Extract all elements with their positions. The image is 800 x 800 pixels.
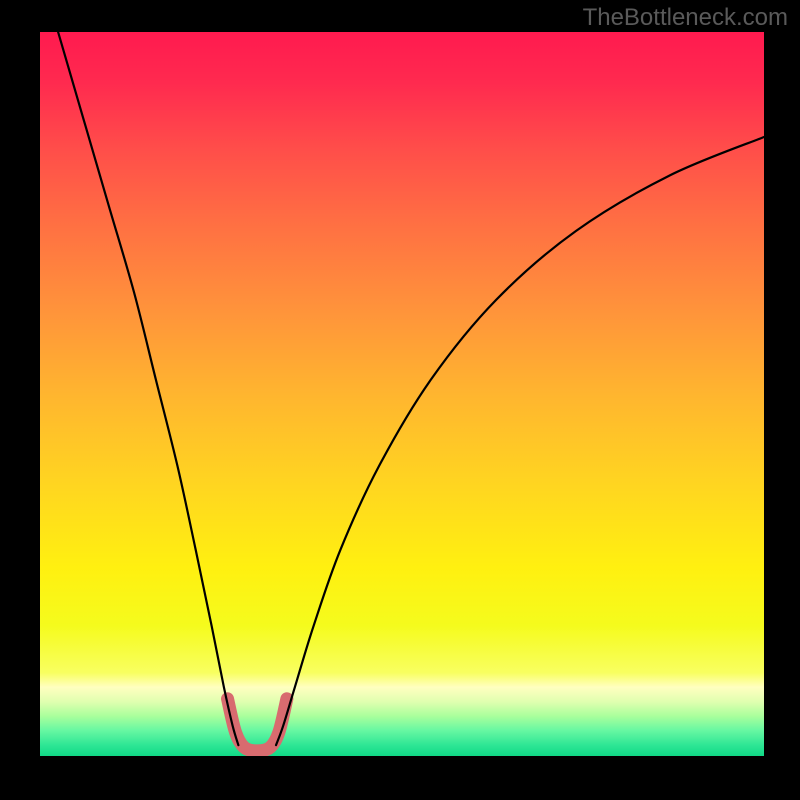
plot-area [40, 32, 764, 756]
bottleneck-curve [58, 32, 764, 745]
watermark-label: TheBottleneck.com [583, 4, 788, 32]
curve-layer [40, 32, 764, 756]
